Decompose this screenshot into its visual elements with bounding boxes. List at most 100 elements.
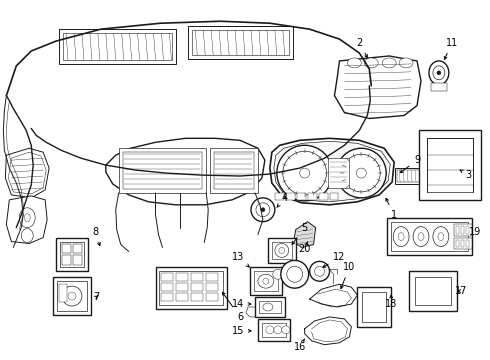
Ellipse shape xyxy=(261,208,265,212)
Polygon shape xyxy=(6,196,47,243)
Ellipse shape xyxy=(279,247,285,253)
Bar xyxy=(461,239,464,247)
Bar xyxy=(318,193,327,200)
Bar xyxy=(327,158,349,188)
Text: 6: 6 xyxy=(222,292,243,322)
Ellipse shape xyxy=(365,58,378,68)
Bar xyxy=(73,255,82,265)
Ellipse shape xyxy=(337,148,386,198)
Ellipse shape xyxy=(343,154,380,192)
Bar xyxy=(155,267,227,309)
Bar xyxy=(427,138,473,192)
Ellipse shape xyxy=(281,260,309,288)
Bar xyxy=(176,283,188,291)
Ellipse shape xyxy=(282,326,290,334)
Bar xyxy=(258,319,290,341)
Bar xyxy=(387,218,472,255)
Bar xyxy=(73,243,82,253)
Bar xyxy=(415,277,451,305)
Polygon shape xyxy=(335,56,421,118)
Bar xyxy=(431,83,447,91)
Text: 14: 14 xyxy=(232,299,251,309)
Bar xyxy=(419,130,481,200)
Ellipse shape xyxy=(399,58,413,68)
Bar xyxy=(53,277,91,315)
Ellipse shape xyxy=(429,61,449,85)
Ellipse shape xyxy=(277,145,333,201)
Text: 11: 11 xyxy=(444,38,458,59)
Ellipse shape xyxy=(315,266,324,276)
Ellipse shape xyxy=(258,274,274,288)
Text: 3: 3 xyxy=(460,170,472,180)
Ellipse shape xyxy=(347,58,361,68)
Bar xyxy=(206,283,218,291)
Bar xyxy=(466,239,469,247)
Bar xyxy=(255,297,285,317)
Bar xyxy=(159,271,223,305)
Bar xyxy=(250,267,282,295)
Bar xyxy=(162,273,173,281)
Bar xyxy=(286,193,294,200)
Bar xyxy=(59,284,67,302)
Bar xyxy=(59,29,176,64)
Ellipse shape xyxy=(24,214,30,222)
Ellipse shape xyxy=(433,66,445,80)
Text: 12: 12 xyxy=(323,252,345,267)
Ellipse shape xyxy=(283,151,326,195)
Ellipse shape xyxy=(266,326,274,334)
Bar xyxy=(63,33,172,60)
Bar xyxy=(397,170,423,182)
Ellipse shape xyxy=(382,58,396,68)
Text: 13: 13 xyxy=(232,252,249,267)
Bar xyxy=(275,193,284,200)
Text: 9: 9 xyxy=(400,155,420,173)
Ellipse shape xyxy=(62,286,82,306)
Bar xyxy=(395,168,425,184)
Ellipse shape xyxy=(21,229,33,243)
Text: 2: 2 xyxy=(356,38,368,58)
Bar xyxy=(272,242,292,260)
Bar xyxy=(122,152,202,189)
Text: 4: 4 xyxy=(277,193,288,207)
Ellipse shape xyxy=(300,168,310,178)
Bar xyxy=(329,193,339,200)
Text: 18: 18 xyxy=(385,295,397,309)
Bar xyxy=(192,30,289,55)
Bar xyxy=(191,273,203,281)
Ellipse shape xyxy=(437,71,441,75)
Polygon shape xyxy=(106,138,265,205)
Text: 5: 5 xyxy=(292,222,308,244)
Bar xyxy=(206,273,218,281)
Text: 16: 16 xyxy=(294,339,306,352)
Bar xyxy=(176,273,188,281)
Polygon shape xyxy=(5,148,49,198)
Bar xyxy=(454,224,472,235)
Bar xyxy=(254,271,278,291)
Bar xyxy=(308,193,317,200)
Bar xyxy=(162,293,173,301)
Bar xyxy=(191,293,203,301)
Ellipse shape xyxy=(438,233,444,240)
Text: 19: 19 xyxy=(468,226,481,237)
Bar xyxy=(409,271,457,311)
Bar xyxy=(456,226,459,234)
Bar xyxy=(214,152,254,189)
Ellipse shape xyxy=(19,208,35,228)
Text: 8: 8 xyxy=(93,226,100,246)
Bar xyxy=(259,301,281,313)
Ellipse shape xyxy=(393,227,409,247)
Bar xyxy=(461,226,464,234)
Text: 20: 20 xyxy=(298,242,311,255)
Bar xyxy=(391,222,468,251)
Ellipse shape xyxy=(433,227,449,247)
Bar xyxy=(62,255,71,265)
Bar xyxy=(176,293,188,301)
Bar xyxy=(456,239,459,247)
Ellipse shape xyxy=(274,326,282,334)
Ellipse shape xyxy=(263,278,269,284)
Bar xyxy=(191,283,203,291)
Bar xyxy=(210,148,258,193)
Bar xyxy=(162,283,173,291)
Bar xyxy=(188,26,293,59)
Polygon shape xyxy=(8,152,46,194)
